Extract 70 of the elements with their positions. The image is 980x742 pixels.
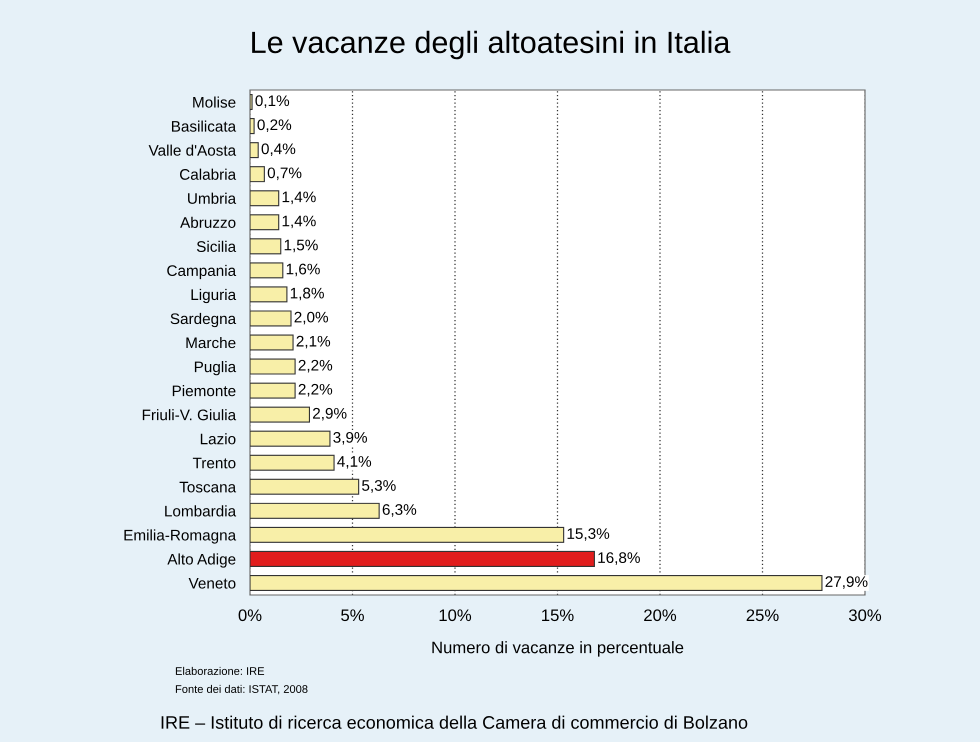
source-note: Fonte dei dati: ISTAT, 2008 xyxy=(176,684,308,694)
y-tick-label: Puglia xyxy=(194,361,236,376)
y-tick-label: Molise xyxy=(193,96,236,108)
y-tick-label: Veneto xyxy=(188,578,236,589)
x-axis-title: Numero di vacanze in percentuale xyxy=(432,641,684,657)
bar xyxy=(250,142,259,158)
x-tick-label: 20% xyxy=(644,609,676,622)
y-tick-label: Basilicata xyxy=(172,120,236,132)
y-tick-label: Calabria xyxy=(180,168,236,180)
bar xyxy=(250,382,296,399)
y-tick-label: Emilia-Romagna xyxy=(124,529,236,544)
data-label: 16,8% xyxy=(598,552,640,565)
bar xyxy=(250,262,284,278)
bar xyxy=(250,310,292,326)
bar xyxy=(250,238,282,254)
y-tick-label: Trento xyxy=(192,458,236,468)
y-tick-label: Lazio xyxy=(200,433,236,444)
data-label: 1,4% xyxy=(282,192,316,204)
y-tick-label: Valle d'Aosta xyxy=(148,144,236,156)
y-tick-label: Campania xyxy=(167,264,236,280)
y-tick-label: Friuli-V. Giulia xyxy=(142,409,236,420)
bar xyxy=(250,118,255,134)
y-tick-label: Piemonte xyxy=(172,385,236,396)
bar xyxy=(250,454,335,471)
y-tick-label: Toscana xyxy=(180,482,236,492)
data-label: 1,5% xyxy=(284,240,318,252)
data-label: 6,3% xyxy=(382,504,416,517)
data-label: 2,9% xyxy=(312,408,347,421)
text: IRE – Istituto di ricerca economica della Camera di commercio di Bolzano xyxy=(162,716,748,729)
y-tick-label: Marche xyxy=(186,336,236,348)
data-label: 3,9% xyxy=(333,432,368,445)
data-label: 0,1% xyxy=(255,95,290,108)
chart-title: Le vacanze degli altoatesini in Italia xyxy=(252,30,730,60)
y-tick-label: Lombardia xyxy=(165,505,236,517)
data-label: 2,2% xyxy=(298,384,332,396)
bar xyxy=(250,214,280,230)
y-tick-label: Alto Adige xyxy=(167,553,236,568)
x-tick-label: 5% xyxy=(341,609,364,622)
data-label: 0,2% xyxy=(257,119,292,132)
y-tick-label: Abruzzo xyxy=(180,216,236,228)
bar xyxy=(250,358,296,375)
y-tick-label: Umbria xyxy=(188,192,236,204)
data-label: 1,8% xyxy=(290,288,324,300)
bar xyxy=(250,94,253,110)
data-label: 0,7% xyxy=(268,167,302,180)
data-label: 5,3% xyxy=(362,480,396,493)
y-tick-label: Liguria xyxy=(192,288,236,304)
bar xyxy=(250,430,331,447)
data-label: 1,4% xyxy=(282,216,316,228)
data-label: 27,9% xyxy=(825,576,868,589)
text: Elaborazione: IRE xyxy=(176,666,264,675)
bar xyxy=(250,334,294,351)
data-label: 1,6% xyxy=(286,264,320,276)
x-tick-label: 30% xyxy=(848,609,882,622)
data-label: 2,1% xyxy=(296,336,330,348)
data-label: 4,1% xyxy=(337,456,372,469)
bar xyxy=(250,406,310,423)
y-tick-label: Sardegna xyxy=(170,312,236,328)
bar xyxy=(250,166,265,182)
x-tick-label: 10% xyxy=(440,609,472,622)
x-tick-label: 25% xyxy=(746,609,779,622)
y-tick-label: Sicilia xyxy=(196,240,236,252)
bar xyxy=(250,190,280,206)
data-label: 0,4% xyxy=(262,143,296,156)
data-label: 2,2% xyxy=(298,360,332,372)
bar xyxy=(250,286,288,302)
x-tick-label: 15% xyxy=(542,609,574,622)
x-tick-label: 0% xyxy=(238,609,262,622)
data-label: 15,3% xyxy=(568,528,610,541)
data-label: 2,0% xyxy=(294,312,328,324)
